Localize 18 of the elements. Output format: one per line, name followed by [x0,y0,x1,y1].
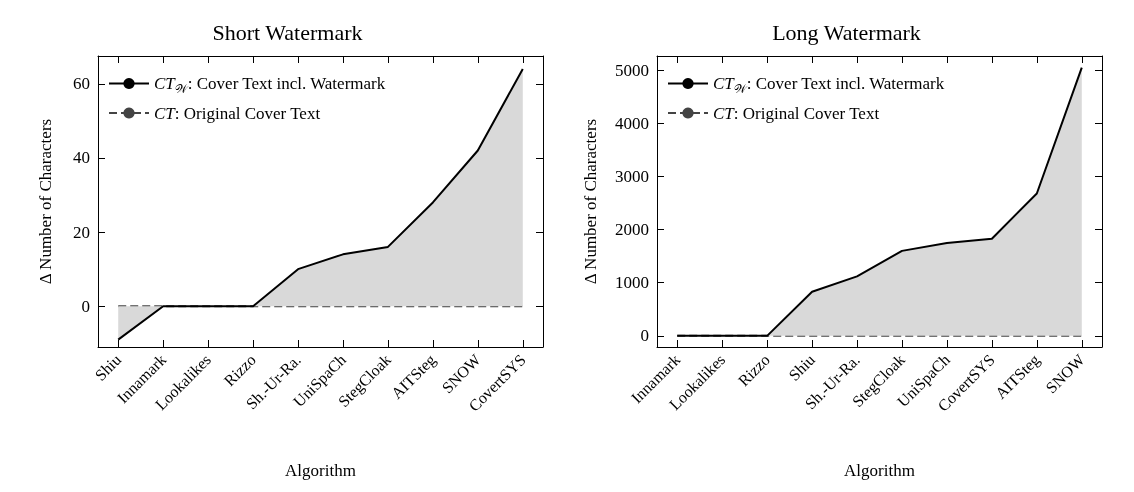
chart-title: Short Watermark [212,19,363,45]
y-tick-label: 3000 [615,167,649,187]
y-tick-label: 1000 [615,273,649,293]
legend-label: CT: Original Cover Text [713,103,880,123]
y-tick-label: 40 [73,148,90,168]
y-tick-label: 0 [81,296,90,316]
legend-label: CT: Original Cover Text [154,103,321,123]
y-tick-label: 60 [73,74,90,94]
chart-title: Long Watermark [772,19,921,45]
x-axis-title: Algorithm [844,461,915,480]
y-tick-label: 20 [73,222,90,242]
x-axis-title: Algorithm [285,461,356,480]
y-tick-label: 0 [640,326,649,346]
y-tick-label: 2000 [615,220,649,240]
y-tick-label: 4000 [615,113,649,133]
y-axis-title: Δ Number of Characters [36,118,55,285]
y-tick-label: 5000 [615,60,649,80]
y-axis-title: Δ Number of Characters [581,118,600,285]
